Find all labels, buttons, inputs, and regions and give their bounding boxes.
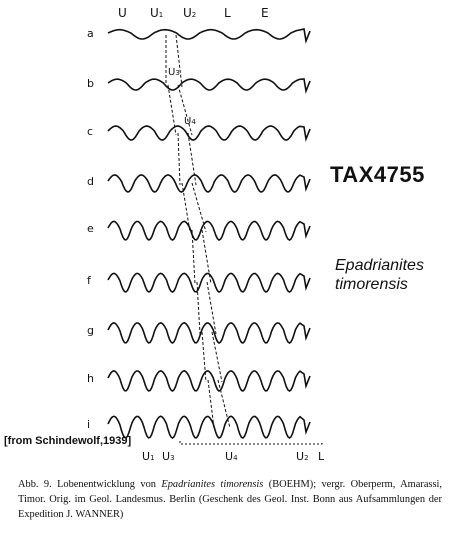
row-label-a: a bbox=[87, 27, 94, 40]
species-genus: Epadrianites bbox=[335, 257, 424, 274]
row-label-f: f bbox=[87, 274, 91, 287]
lobe-link-h-i bbox=[207, 379, 231, 429]
suture-lines bbox=[107, 28, 311, 440]
catalog-id: TAX4755 bbox=[330, 162, 425, 187]
suture-line-row-h bbox=[107, 370, 311, 392]
top-label-u1: U1 bbox=[150, 6, 164, 20]
bottom-label-u1: U1 bbox=[142, 450, 155, 463]
lobe-link-e-f bbox=[191, 229, 212, 285]
suture-line-row-e bbox=[107, 220, 311, 241]
bottom-label-u3: U3 bbox=[162, 450, 175, 463]
bottom-label-l: L bbox=[318, 450, 325, 463]
suture-line-row-d bbox=[107, 174, 311, 193]
lobe-link-f-g bbox=[196, 281, 217, 335]
suture-line-row-f bbox=[107, 272, 311, 293]
row-label-b: b bbox=[87, 77, 94, 90]
suture-line-row-b bbox=[107, 78, 311, 94]
bottom-bracket bbox=[179, 441, 323, 445]
suture-line-row-a bbox=[107, 28, 311, 44]
bottom-label-u2: U2 bbox=[296, 450, 309, 463]
figure-caption: Abb. 9. Lobenentwicklung von Epadrianite… bbox=[18, 479, 443, 520]
lobe-link-c-d bbox=[177, 132, 197, 186]
lobe-link-g-h bbox=[201, 331, 223, 383]
lobe-link-d-e bbox=[181, 182, 207, 233]
suture-line-row-g bbox=[107, 322, 311, 344]
top-label-u: U bbox=[118, 6, 127, 20]
lobe-link-a-b bbox=[165, 34, 183, 88]
top-label-u2: U2 bbox=[183, 6, 197, 20]
row-label-h: h bbox=[87, 372, 94, 385]
marker-u3: U3 bbox=[168, 67, 180, 78]
lobe-connection-lines bbox=[165, 34, 231, 429]
row-label-g: g bbox=[87, 324, 94, 337]
bottom-label-u4: U4 bbox=[225, 450, 238, 463]
species-name: Epadrianites timorensis bbox=[335, 256, 424, 294]
suture-line-row-c bbox=[107, 125, 311, 142]
species-epithet: timorensis bbox=[335, 276, 408, 293]
row-label-e: e bbox=[87, 222, 94, 235]
lobe-link-b-c bbox=[167, 84, 193, 136]
top-label-e: E bbox=[261, 6, 269, 20]
row-label-c: c bbox=[87, 125, 94, 138]
source-citation: [from Schindewolf,1939] bbox=[4, 435, 132, 447]
top-label-l: L bbox=[224, 6, 231, 20]
suture-line-row-i bbox=[107, 415, 311, 440]
row-label-d: d bbox=[87, 175, 94, 188]
row-label-i: i bbox=[87, 418, 91, 431]
marker-u4: U4 bbox=[184, 116, 196, 127]
